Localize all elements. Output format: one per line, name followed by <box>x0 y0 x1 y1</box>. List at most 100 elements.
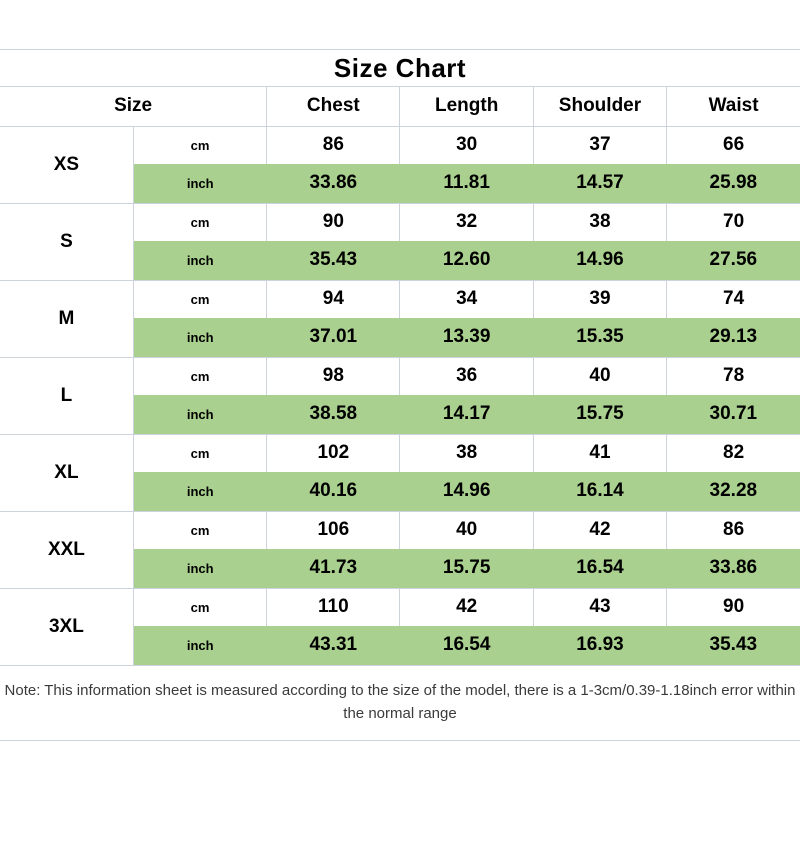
table-row: inch 33.86 11.81 14.57 25.98 <box>0 164 800 204</box>
chest-inch-value: 35.43 <box>266 241 400 281</box>
shoulder-inch-value: 15.75 <box>533 395 667 435</box>
waist-inch-value: 32.28 <box>666 472 800 512</box>
size-label: XXL <box>0 511 134 589</box>
waist-cm-value: 70 <box>666 203 800 241</box>
table-row: M cm 94 34 39 74 <box>0 280 800 358</box>
waist-inch-value: 27.56 <box>666 241 800 281</box>
table-row: S cm 90 32 38 70 <box>0 203 800 281</box>
chest-inch-value: 38.58 <box>266 395 400 435</box>
waist-inch-value: 35.43 <box>666 626 800 666</box>
chest-cm-value: 94 <box>266 280 401 318</box>
size-chart-sheet: Size Chart Size Chest Length Shoulder Wa… <box>0 49 800 741</box>
unit-label-cm: cm <box>133 588 268 626</box>
shoulder-cm-value: 43 <box>533 588 668 626</box>
length-cm-value: 40 <box>399 511 534 549</box>
column-header-waist: Waist <box>666 87 800 127</box>
length-inch-value: 15.75 <box>399 549 534 589</box>
column-header-shoulder: Shoulder <box>533 87 668 127</box>
table-row: XXL cm 106 40 42 86 <box>0 511 800 589</box>
table-row: inch 41.73 15.75 16.54 33.86 <box>0 549 800 589</box>
size-label: L <box>0 357 134 435</box>
table-row: XS cm 86 30 37 66 <box>0 126 800 204</box>
length-cm-value: 34 <box>399 280 534 318</box>
table-row: L cm 98 36 40 78 <box>0 357 800 435</box>
size-chart-table: Size Chest Length Shoulder Waist XS cm 8… <box>0 87 800 666</box>
waist-cm-value: 90 <box>666 588 800 626</box>
waist-cm-value: 78 <box>666 357 800 395</box>
chest-inch-value: 41.73 <box>266 549 400 589</box>
shoulder-cm-value: 41 <box>533 434 668 472</box>
waist-inch-value: 30.71 <box>666 395 800 435</box>
size-label: 3XL <box>0 588 134 666</box>
length-cm-value: 36 <box>399 357 534 395</box>
measurement-note-text: Note: This information sheet is measured… <box>4 682 796 722</box>
waist-cm-value: 74 <box>666 280 800 318</box>
shoulder-cm-value: 37 <box>533 126 668 164</box>
waist-inch-value: 33.86 <box>666 549 800 589</box>
unit-label-cm: cm <box>133 126 268 164</box>
page-title: Size Chart <box>0 49 800 87</box>
shoulder-inch-value: 15.35 <box>533 318 667 358</box>
unit-label-inch: inch <box>133 472 267 512</box>
length-inch-value: 12.60 <box>399 241 534 281</box>
size-label: XL <box>0 434 134 512</box>
chest-cm-value: 90 <box>266 203 401 241</box>
unit-label-cm: cm <box>133 280 268 318</box>
table-row: inch 38.58 14.17 15.75 30.71 <box>0 395 800 435</box>
measurement-note: Note: This information sheet is measured… <box>0 666 800 741</box>
chest-cm-value: 110 <box>266 588 401 626</box>
shoulder-inch-value: 16.54 <box>533 549 667 589</box>
size-label: M <box>0 280 134 358</box>
unit-label-inch: inch <box>133 164 267 204</box>
table-row: inch 37.01 13.39 15.35 29.13 <box>0 318 800 358</box>
unit-label-inch: inch <box>133 549 267 589</box>
unit-label-inch: inch <box>133 318 267 358</box>
column-header-size: Size <box>0 87 268 127</box>
length-cm-value: 30 <box>399 126 534 164</box>
shoulder-cm-value: 38 <box>533 203 668 241</box>
chest-inch-value: 37.01 <box>266 318 400 358</box>
unit-label-cm: cm <box>133 511 268 549</box>
unit-label-inch: inch <box>133 241 267 281</box>
waist-cm-value: 66 <box>666 126 800 164</box>
chest-cm-value: 102 <box>266 434 401 472</box>
length-inch-value: 14.96 <box>399 472 534 512</box>
waist-inch-value: 29.13 <box>666 318 800 358</box>
shoulder-inch-value: 14.57 <box>533 164 667 204</box>
length-cm-value: 42 <box>399 588 534 626</box>
column-header-length: Length <box>399 87 534 127</box>
waist-cm-value: 86 <box>666 511 800 549</box>
chest-cm-value: 98 <box>266 357 401 395</box>
shoulder-inch-value: 16.14 <box>533 472 667 512</box>
unit-label-inch: inch <box>133 395 267 435</box>
size-label: S <box>0 203 134 281</box>
waist-inch-value: 25.98 <box>666 164 800 204</box>
chest-cm-value: 106 <box>266 511 401 549</box>
table-row: inch 40.16 14.96 16.14 32.28 <box>0 472 800 512</box>
size-label: XS <box>0 126 134 204</box>
shoulder-cm-value: 39 <box>533 280 668 318</box>
unit-label-inch: inch <box>133 626 267 666</box>
unit-label-cm: cm <box>133 357 268 395</box>
length-inch-value: 13.39 <box>399 318 534 358</box>
length-inch-value: 16.54 <box>399 626 534 666</box>
length-cm-value: 38 <box>399 434 534 472</box>
length-inch-value: 14.17 <box>399 395 534 435</box>
chest-inch-value: 33.86 <box>266 164 400 204</box>
table-row: inch 43.31 16.54 16.93 35.43 <box>0 626 800 666</box>
waist-cm-value: 82 <box>666 434 800 472</box>
shoulder-inch-value: 16.93 <box>533 626 667 666</box>
table-row: XL cm 102 38 41 82 <box>0 434 800 512</box>
chest-inch-value: 43.31 <box>266 626 400 666</box>
shoulder-cm-value: 40 <box>533 357 668 395</box>
chest-inch-value: 40.16 <box>266 472 400 512</box>
column-header-chest: Chest <box>266 87 401 127</box>
length-cm-value: 32 <box>399 203 534 241</box>
chest-cm-value: 86 <box>266 126 401 164</box>
table-row: inch 35.43 12.60 14.96 27.56 <box>0 241 800 281</box>
shoulder-inch-value: 14.96 <box>533 241 667 281</box>
unit-label-cm: cm <box>133 203 268 241</box>
table-row: 3XL cm 110 42 43 90 <box>0 588 800 666</box>
unit-label-cm: cm <box>133 434 268 472</box>
shoulder-cm-value: 42 <box>533 511 668 549</box>
